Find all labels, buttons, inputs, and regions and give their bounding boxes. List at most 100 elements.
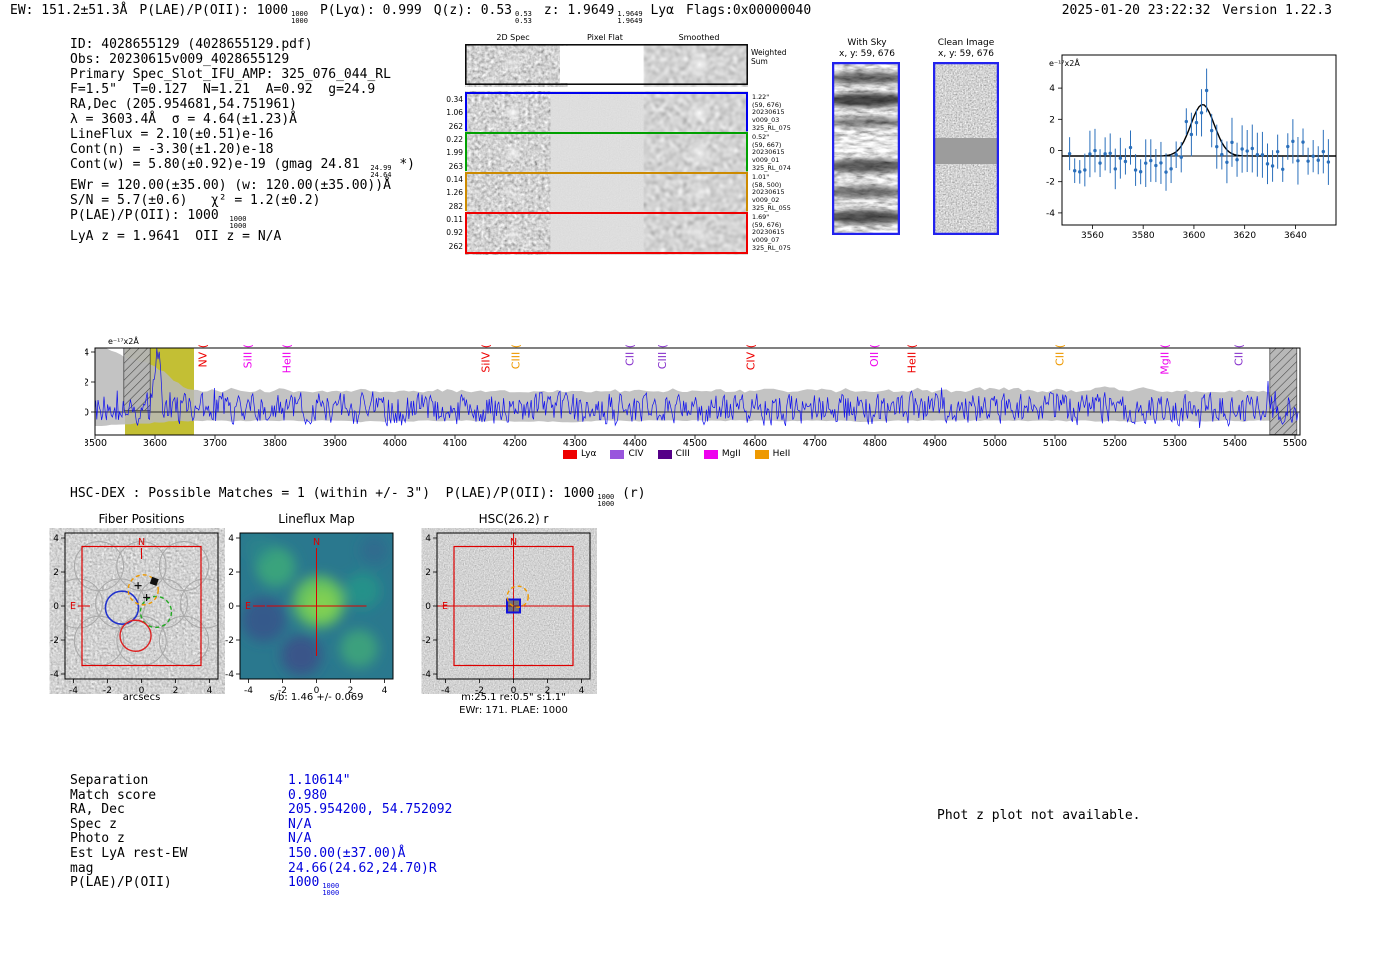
tick-label: 4300 <box>563 438 587 449</box>
fiber-meta-value: v009_01 <box>752 156 780 165</box>
compass-e: E <box>245 601 251 612</box>
emission-blob <box>503 55 522 74</box>
weighted-sum-label: Weighted Sum <box>751 48 787 66</box>
tick-label: 4 <box>53 534 59 544</box>
flux-blob <box>241 597 286 642</box>
spec2d-right-labels: 1.01" (58, 500) 20230615 v009_02 325_RL_055 <box>752 173 791 213</box>
tick-label: 4 <box>228 534 234 544</box>
line-marker-label: NV ( <box>197 344 210 368</box>
flat-noise <box>560 95 651 131</box>
fiber-meta-value: v009_03 <box>752 116 780 125</box>
data-point <box>1321 149 1326 154</box>
qz-hi: 0.53 <box>515 10 532 18</box>
fiber-meta-value: (59, 676) <box>752 100 782 109</box>
tick-label: 5200 <box>1103 438 1127 449</box>
info-fraction: 24.99 24.64 <box>370 165 391 178</box>
tick-label: -2 <box>103 686 112 696</box>
data-point <box>1275 149 1280 154</box>
data-point <box>1260 153 1265 157</box>
flat-noise <box>560 135 651 171</box>
data-point <box>1326 160 1331 164</box>
tick-label: 0 <box>511 686 517 696</box>
fiber-meta-value: (59, 667) <box>752 140 782 149</box>
info-line: Obs: 20230615v009_4028655129 <box>70 52 290 67</box>
data-point <box>1154 163 1158 168</box>
fiber-weight-value: 0.92 <box>446 228 463 238</box>
tick-label: -4 <box>244 686 253 696</box>
compass-n: N <box>138 537 145 548</box>
tick-label: 5300 <box>1163 438 1187 449</box>
emission-blob <box>687 181 712 205</box>
tick-label: 0 <box>85 408 89 419</box>
frac-hi: 1000 <box>229 215 247 224</box>
fiber-weight-value: 1.26 <box>446 188 463 198</box>
header-summary: EW: 151.2±51.3Å P(LAE)/P(OII): 1000 1000 10… <box>10 3 811 24</box>
clean-image-title: Clean Image x, y: 59, 676 <box>937 38 995 59</box>
header-timestamp: 2025-01-20 23:22:32 Version 1.22.3 <box>1062 3 1332 18</box>
cross-marker <box>143 594 151 601</box>
data-point <box>1209 128 1214 133</box>
tick-label: -2 <box>50 636 59 646</box>
hatched-mask-region <box>1269 347 1298 435</box>
tick-label: 3580 <box>1132 231 1155 240</box>
match-table-value: 1.10614" <box>288 773 351 788</box>
match-table-value: 1000 1000 1000 <box>288 875 340 897</box>
info-pre: Cont(w) = 5.80(±0.92)e-19 (gmag 24.81 <box>70 157 368 172</box>
data-point <box>1291 139 1295 144</box>
emission-blob <box>504 184 522 202</box>
line-marker-label: CIII ( <box>656 344 669 369</box>
line-marker-label: SiII ( <box>242 344 255 368</box>
data-point <box>1306 159 1310 163</box>
error-band <box>95 348 1297 426</box>
y-axis-label: e⁻¹⁷x2Å <box>1049 57 1080 68</box>
tick-label: 5100 <box>1043 438 1067 449</box>
tick-label: 4 <box>1049 84 1055 94</box>
tick-label: 2 <box>85 378 89 389</box>
legend-item: HeII <box>754 449 790 459</box>
data-point <box>1281 167 1285 171</box>
masked-band <box>934 138 998 164</box>
data-point <box>1138 170 1143 174</box>
data-point <box>1164 170 1168 174</box>
match-table-row: Spec z N/A <box>70 817 452 833</box>
data-point <box>1220 152 1224 157</box>
tick-label: 3600 <box>1182 231 1205 240</box>
data-point <box>1301 140 1305 144</box>
tick-label: 0 <box>314 686 320 696</box>
tick-label: 3500 <box>85 438 107 449</box>
match-table-fraction: 1000 1000 <box>322 883 339 896</box>
lineflux-map-title: Lineflux Map <box>278 512 355 526</box>
frac-hi: 24.99 <box>370 164 392 172</box>
hsc-caption-2: EWr: 171. PLAE: 1000 <box>459 705 568 716</box>
compass-n: N <box>510 537 517 548</box>
fiber-meta-value: 1.69" <box>752 213 770 221</box>
fiber-weight-value: 262 <box>448 241 463 251</box>
data-point <box>1255 152 1260 157</box>
tick-label: 4400 <box>623 438 647 449</box>
photz-note: Phot z plot not available. <box>937 808 1141 823</box>
tick-label: 3800 <box>263 438 287 449</box>
spec2d-right-labels: 1.69" (59, 676) 20230615 v009_07 325_RL_075 <box>752 213 791 253</box>
tick-label: 0 <box>1049 147 1055 157</box>
qz-fraction: 0.53 0.53 <box>515 11 532 24</box>
tick-label: 0 <box>53 602 59 612</box>
hsc-dex-fraction: 1000 1000 <box>597 493 615 508</box>
y-axis-label: e⁻¹⁷x2Å <box>108 335 139 346</box>
data-point <box>1174 153 1178 157</box>
tick-label: -2 <box>225 636 234 646</box>
fiber-weight-value: 282 <box>448 201 463 211</box>
data-point <box>1123 159 1128 164</box>
col-header-2dspec: 2D Spec <box>496 33 530 42</box>
tick-label: 3560 <box>1081 231 1104 240</box>
z-line-id: Lyα <box>650 3 674 18</box>
info-post <box>246 208 254 223</box>
match-table-label: Separation <box>70 773 149 788</box>
fiber-meta-value: v009_02 <box>752 196 780 205</box>
detection-info-block: ID: 4028655129 (4028655129.pdf) Obs: 2023… <box>70 37 415 244</box>
match-table-label: Photo z <box>70 831 125 847</box>
legend-item: Lyα <box>563 449 596 459</box>
plae-fraction: 1000 1000 <box>291 11 308 24</box>
tick-label: 4800 <box>863 438 887 449</box>
flux-blob <box>360 535 389 564</box>
